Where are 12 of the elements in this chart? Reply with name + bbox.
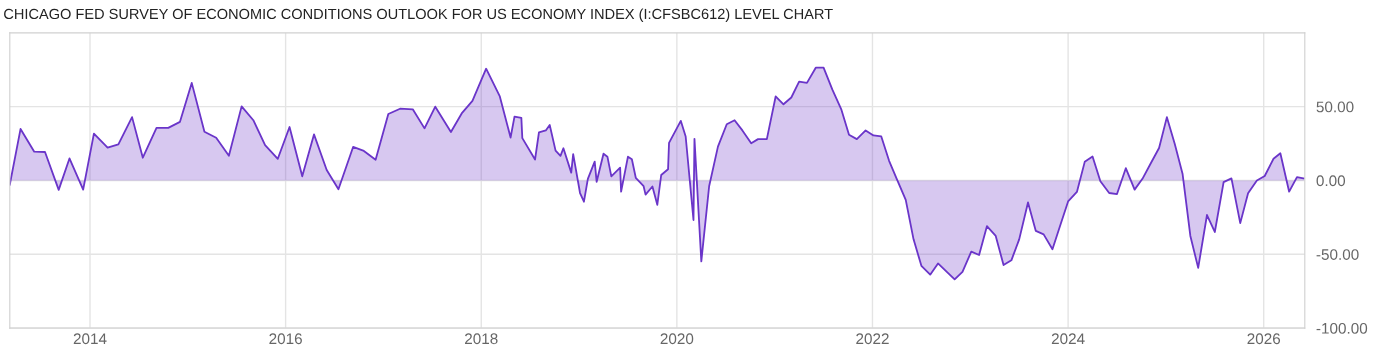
chart-title: CHICAGO FED SURVEY OF ECONOMIC CONDITIONS OUTLOOK FOR US ECONOMY INDEX (I:CFSBC612) LEVEL CHART [4,8,833,22]
x-tick-label: 2020 [660,333,694,345]
x-tick-label: 2026 [1247,333,1281,345]
y-tick-label: 50.00 [1316,101,1354,113]
y-tick-label: 0.00 [1316,175,1346,187]
y-tick-label: -100.00 [1316,322,1368,334]
y-tick-label: -50.00 [1316,249,1359,260]
x-tick-label: 2016 [269,333,302,345]
x-tick-label: 2014 [73,333,107,345]
x-tick-label: 2018 [465,333,498,345]
x-tick-label: 2024 [1051,333,1085,345]
x-tick-label: 2022 [856,333,889,345]
